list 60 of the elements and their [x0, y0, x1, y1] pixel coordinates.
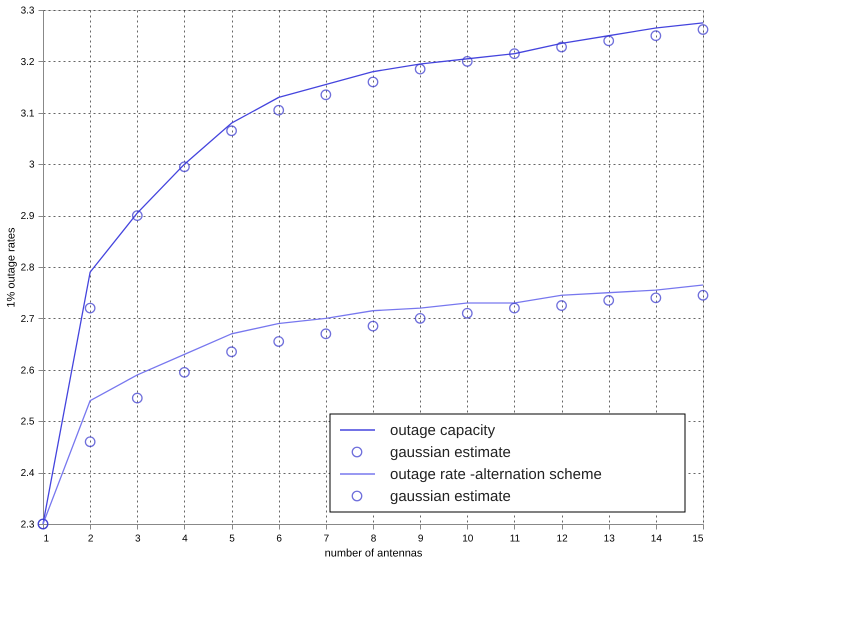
point	[556, 42, 567, 52]
x-tick-label: 3	[135, 534, 142, 544]
point	[84, 436, 96, 448]
x-tick-label: 11	[510, 534, 521, 544]
x-tick-label: 7	[324, 534, 330, 544]
point	[132, 210, 143, 221]
point	[509, 48, 520, 60]
x-axis-title: number of antennas	[324, 548, 423, 560]
y-tick-label: 2.4	[20, 468, 35, 480]
y-tick-label: 3.2	[20, 56, 35, 68]
x-tick-label: 4	[182, 534, 188, 544]
x-tick-label: 1	[44, 534, 50, 544]
point	[462, 308, 473, 319]
y-tick-label: 3.3	[20, 6, 35, 16]
y-tick-label: 2.9	[20, 211, 35, 222]
y-tick-label: 2.5	[20, 416, 35, 428]
point	[368, 320, 378, 332]
y-tick-label: 2.6	[20, 365, 35, 376]
point	[273, 104, 284, 116]
point	[650, 30, 662, 42]
point	[603, 295, 614, 306]
x-tick-label: 14	[650, 534, 662, 544]
point	[556, 300, 567, 311]
x-tick-label: 12	[556, 534, 568, 544]
point	[320, 328, 332, 340]
point	[509, 302, 520, 314]
y-tick-label: 2.8	[20, 262, 35, 274]
x-tick-label: 10	[462, 534, 474, 544]
point	[226, 346, 237, 358]
point	[698, 24, 708, 35]
point	[132, 392, 143, 404]
point	[179, 366, 190, 378]
x-tick-label: 6	[276, 534, 282, 544]
x-tick-label: 15	[692, 534, 704, 544]
point	[603, 35, 614, 46]
y-tick-label: 3	[28, 160, 35, 171]
point	[414, 64, 426, 74]
point	[698, 290, 708, 301]
legend-label: gaussian estimate	[390, 488, 511, 505]
x-tick-label: 8	[370, 534, 377, 544]
point	[462, 56, 473, 67]
y-axis-title: 1% outage rates	[6, 226, 18, 308]
point	[320, 89, 332, 100]
point	[650, 292, 662, 304]
y-tick-label: 2.3	[20, 520, 35, 530]
point	[226, 125, 237, 136]
legend-label: outage rate -alternation scheme	[390, 466, 602, 483]
point	[179, 161, 190, 172]
x-tick-label: 5	[229, 534, 236, 544]
legend-label: outage capacity	[390, 422, 496, 439]
point	[368, 76, 378, 88]
x-tick-label: 13	[604, 534, 616, 544]
x-tick-label: 2	[88, 534, 94, 544]
y-tick-label: 2.7	[20, 314, 35, 325]
point	[414, 313, 426, 324]
point	[273, 336, 284, 347]
x-tick-label: 9	[418, 534, 424, 544]
y-tick-label: 3.1	[20, 108, 35, 120]
legend-label: gaussian estimate	[390, 444, 511, 461]
point	[84, 302, 96, 314]
